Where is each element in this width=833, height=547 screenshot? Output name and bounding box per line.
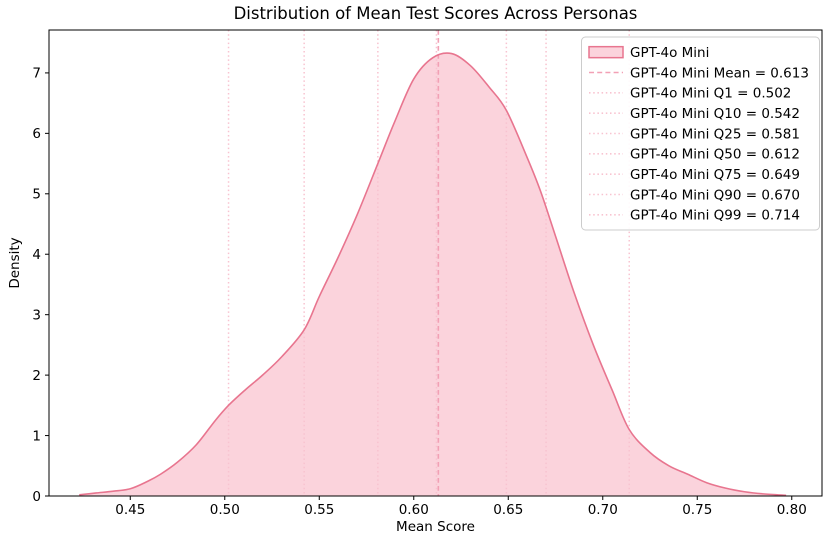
kde-curve	[79, 52, 787, 497]
legend-label: GPT-4o Mini Mean = 0.613	[630, 65, 809, 81]
x-axis: 0.45 0.50 0.55 0.60 0.65 0.70 0.75 0.80	[115, 496, 807, 518]
legend-label: GPT-4o Mini Q99 = 0.714	[630, 208, 800, 224]
y-tick-label: 6	[32, 126, 41, 142]
legend-entry: GPT-4o Mini	[588, 45, 709, 61]
legend-entry: GPT-4o Mini Q99 = 0.714	[589, 208, 800, 224]
legend-entry: GPT-4o Mini Q90 = 0.670	[589, 187, 800, 203]
y-tick-label: 4	[32, 247, 41, 263]
legend-box	[581, 36, 820, 231]
y-tick-label: 1	[32, 428, 41, 444]
legend-label: GPT-4o Mini Q25 = 0.581	[630, 126, 800, 142]
axes-box	[48, 29, 823, 497]
x-tick-label: 0.60	[399, 502, 429, 518]
y-axis: 0 1 2 3 4 5 6 7	[32, 66, 49, 505]
x-tick-label: 0.70	[588, 502, 618, 518]
legend-entry: GPT-4o Mini Q50 = 0.612	[589, 147, 800, 163]
x-tick-label: 0.80	[777, 502, 807, 518]
x-tick-label: 0.45	[115, 502, 145, 518]
y-tick-label: 5	[32, 187, 41, 203]
x-tick-label: 0.50	[210, 502, 240, 518]
legend-label: GPT-4o Mini Q75 = 0.649	[630, 167, 800, 183]
x-axis-label: Mean Score	[396, 519, 475, 535]
legend-entry: GPT-4o Mini Mean = 0.613	[589, 65, 809, 81]
legend-label: GPT-4o Mini Q90 = 0.670	[630, 187, 800, 203]
legend-entry: GPT-4o Mini Q25 = 0.581	[589, 126, 800, 142]
y-axis-label: Density	[7, 237, 23, 289]
legend-label: GPT-4o Mini Q1 = 0.502	[630, 86, 791, 102]
chart-title: Distribution of Mean Test Scores Across …	[233, 4, 638, 23]
legend-entry: GPT-4o Mini Q75 = 0.649	[589, 167, 800, 183]
legend: GPT-4o Mini GPT-4o Mini Mean = 0.613 GPT-4…	[581, 36, 820, 231]
legend-label: GPT-4o Mini	[630, 45, 709, 61]
y-tick-label: 0	[32, 489, 41, 505]
legend-entry: GPT-4o Mini Q10 = 0.542	[589, 106, 800, 122]
x-tick-label: 0.55	[304, 502, 334, 518]
legend-entry: GPT-4o Mini Q1 = 0.502	[589, 86, 791, 102]
y-tick-label: 7	[32, 66, 41, 82]
x-tick-label: 0.75	[682, 502, 712, 518]
legend-label: GPT-4o Mini Q10 = 0.542	[630, 106, 800, 122]
legend-label: GPT-4o Mini Q50 = 0.612	[630, 147, 800, 163]
x-tick-label: 0.65	[493, 502, 523, 518]
y-tick-label: 3	[32, 307, 41, 323]
legend-patch-marker	[588, 45, 624, 59]
y-tick-label: 2	[32, 368, 41, 384]
